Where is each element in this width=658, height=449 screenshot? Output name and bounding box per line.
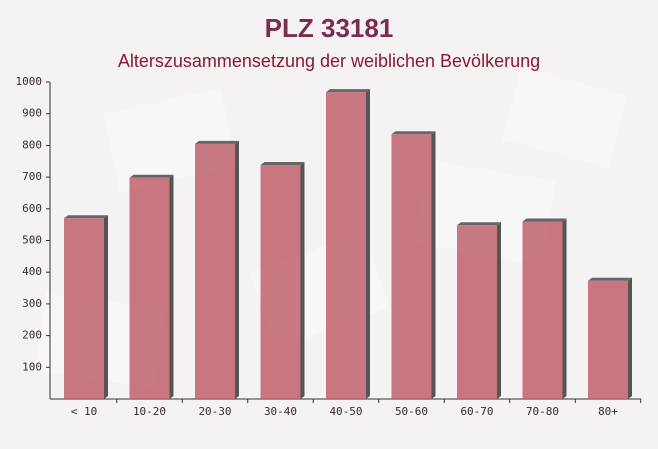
- x-tick-label: 10-20: [133, 405, 166, 418]
- bar: [522, 221, 563, 399]
- bar-side: [366, 89, 370, 400]
- bar: [326, 92, 366, 400]
- x-tick-label: 70-80: [526, 405, 559, 418]
- bar: [195, 143, 235, 399]
- bar-top: [64, 215, 108, 219]
- y-tick-label: 900: [22, 107, 42, 120]
- chart-subtitle: Alterszusammensetzung der weiblichen Bev…: [118, 51, 540, 71]
- bar-top: [522, 218, 567, 222]
- bar-top: [391, 131, 436, 135]
- bar: [457, 225, 497, 399]
- bar-side: [497, 222, 501, 399]
- bar-top: [588, 277, 632, 281]
- x-tick-label: < 10: [71, 405, 98, 418]
- bar-top: [457, 222, 501, 226]
- bar-side: [431, 131, 436, 399]
- bar-top: [195, 140, 239, 144]
- bar: [129, 177, 170, 399]
- x-tick-label: 40-50: [329, 405, 362, 418]
- bar: [391, 134, 432, 399]
- bar-top: [326, 89, 370, 93]
- y-tick-label: 600: [22, 202, 42, 215]
- bar-side: [628, 277, 632, 399]
- y-tick-label: 800: [22, 138, 42, 151]
- bar: [64, 218, 104, 399]
- y-tick-label: 300: [22, 297, 42, 310]
- x-tick-label: 30-40: [264, 405, 297, 418]
- bar-side: [235, 140, 239, 399]
- bar-side: [169, 174, 174, 399]
- bar-side: [300, 162, 305, 399]
- bar: [588, 280, 628, 399]
- y-tick-label: 100: [22, 360, 42, 373]
- bar-top: [260, 162, 305, 166]
- y-tick-label: 400: [22, 265, 42, 278]
- y-tick-label: 200: [22, 329, 42, 342]
- x-tick-label: 50-60: [395, 405, 428, 418]
- y-tick-label: 700: [22, 170, 42, 183]
- x-tick-label: 80+: [598, 405, 618, 418]
- bar: [260, 165, 301, 399]
- bar-top: [129, 174, 174, 178]
- bar-side: [104, 215, 108, 399]
- bar-side: [562, 218, 567, 399]
- y-tick-label: 500: [22, 234, 42, 247]
- chart-title: PLZ 33181: [265, 13, 394, 43]
- x-tick-label: 20-30: [198, 405, 231, 418]
- x-tick-label: 60-70: [460, 405, 493, 418]
- y-tick-label: 1000: [16, 75, 43, 88]
